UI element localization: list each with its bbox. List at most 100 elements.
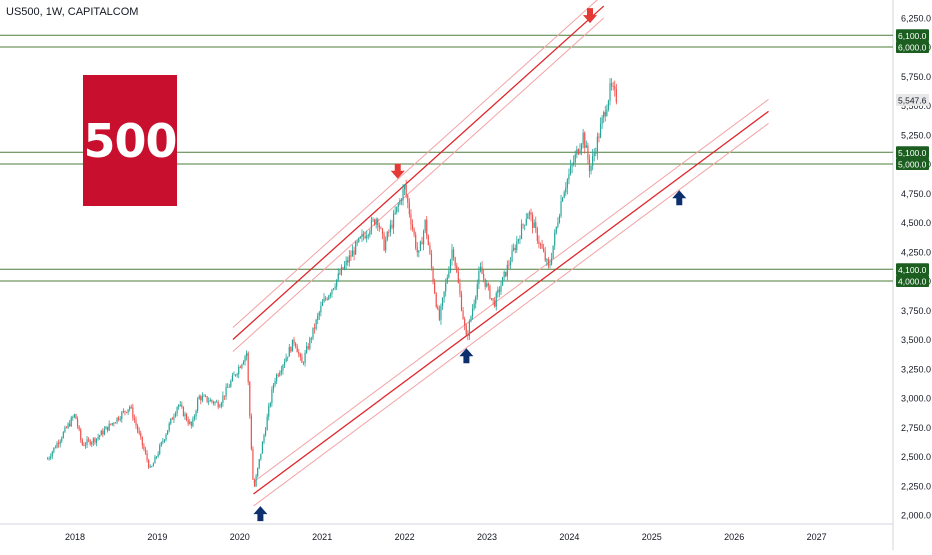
candle-body	[468, 321, 470, 336]
candle-body	[361, 234, 363, 238]
candle-body	[332, 288, 335, 290]
candle-body	[353, 250, 355, 255]
candle-body	[326, 298, 328, 300]
candle-body	[392, 213, 395, 228]
candle-body	[113, 423, 115, 424]
candle-body	[598, 136, 600, 138]
candle-body	[596, 136, 598, 154]
candle-body	[288, 347, 290, 357]
candle-body	[377, 219, 379, 226]
candle-body	[405, 185, 407, 196]
channel-lower-band	[253, 98, 769, 483]
candle-body	[124, 410, 126, 412]
candle-body	[501, 277, 504, 286]
candle-body	[481, 266, 483, 275]
candle-body	[313, 327, 316, 329]
candle-body	[345, 260, 347, 265]
candle-body	[426, 219, 428, 236]
candle-body	[111, 423, 113, 425]
candle-body	[306, 346, 308, 353]
candle-body	[528, 212, 531, 215]
channel-upper-band	[232, 0, 598, 328]
level-label: 6,000.0	[898, 43, 927, 53]
candle-body	[505, 271, 507, 277]
candle-body	[214, 401, 216, 404]
candle-body	[293, 339, 295, 344]
candle-body	[81, 439, 83, 445]
candle-body	[456, 265, 458, 273]
y-tick-label: 6,250.0	[901, 13, 931, 23]
x-tick-label: 2021	[312, 532, 332, 542]
candle-body	[410, 214, 412, 225]
y-tick-label: 3,250.0	[901, 364, 931, 374]
candle-body	[509, 261, 512, 266]
candle-body	[198, 396, 200, 400]
candle-body	[334, 286, 336, 289]
candle-body	[603, 112, 605, 118]
candle-body	[255, 476, 257, 487]
candle-body	[264, 430, 267, 436]
candle-body	[165, 434, 167, 440]
candle-body	[424, 219, 426, 232]
candle-body	[604, 112, 606, 116]
candle-body	[225, 387, 227, 397]
candle-body	[348, 255, 350, 263]
candle-body	[535, 222, 537, 229]
candle-body	[566, 179, 568, 188]
candle-body	[577, 149, 580, 154]
candle-body	[408, 202, 410, 215]
candle-body	[497, 289, 499, 294]
candle-body	[478, 271, 480, 285]
candle-body	[339, 273, 341, 275]
arrow-up-icon	[672, 190, 687, 206]
candle-body	[140, 433, 142, 437]
candle-body	[362, 234, 365, 237]
candle-body	[370, 220, 373, 232]
level-label: 4,100.0	[898, 265, 927, 275]
candle-body	[91, 442, 93, 445]
candle-body	[421, 241, 423, 245]
candle-body	[228, 386, 230, 388]
candle-body	[204, 395, 207, 397]
candle-body	[159, 445, 161, 454]
candle-body	[304, 352, 306, 363]
candle-body	[546, 259, 548, 261]
candle-body	[429, 245, 431, 254]
candle-body	[230, 381, 232, 387]
candle-body	[430, 253, 433, 268]
channel-upper-main	[232, 5, 605, 340]
candle-body	[121, 412, 123, 420]
candle-body	[253, 479, 256, 487]
candle-body	[536, 228, 538, 241]
candle-body	[72, 417, 74, 418]
candle-body	[527, 214, 529, 220]
candle-body	[495, 293, 497, 307]
candle-body	[242, 361, 245, 365]
candle-body	[250, 415, 252, 450]
candle-body	[544, 251, 546, 261]
candle-body	[422, 231, 425, 245]
candle-body	[569, 166, 572, 174]
candle-body	[168, 423, 170, 431]
candle-body	[208, 401, 210, 403]
y-tick-label: 3,500.0	[901, 335, 931, 345]
candle-body	[498, 289, 501, 292]
candle-body	[57, 443, 60, 444]
candle-body	[92, 438, 94, 443]
y-tick-label: 3,000.0	[901, 394, 931, 404]
candle-body	[110, 423, 112, 425]
candle-body	[399, 199, 401, 205]
candle-body	[599, 124, 602, 138]
candle-body	[454, 257, 456, 266]
candle-body	[593, 153, 595, 156]
candle-body	[102, 430, 104, 435]
candle-body	[280, 370, 282, 373]
candle-body	[217, 401, 219, 408]
candle-body	[329, 293, 331, 296]
candle-body	[219, 406, 221, 408]
candle-body	[307, 346, 309, 349]
candle-body	[247, 352, 249, 382]
candle-body	[94, 438, 96, 443]
candle-body	[440, 306, 442, 320]
candle-body	[200, 396, 202, 401]
